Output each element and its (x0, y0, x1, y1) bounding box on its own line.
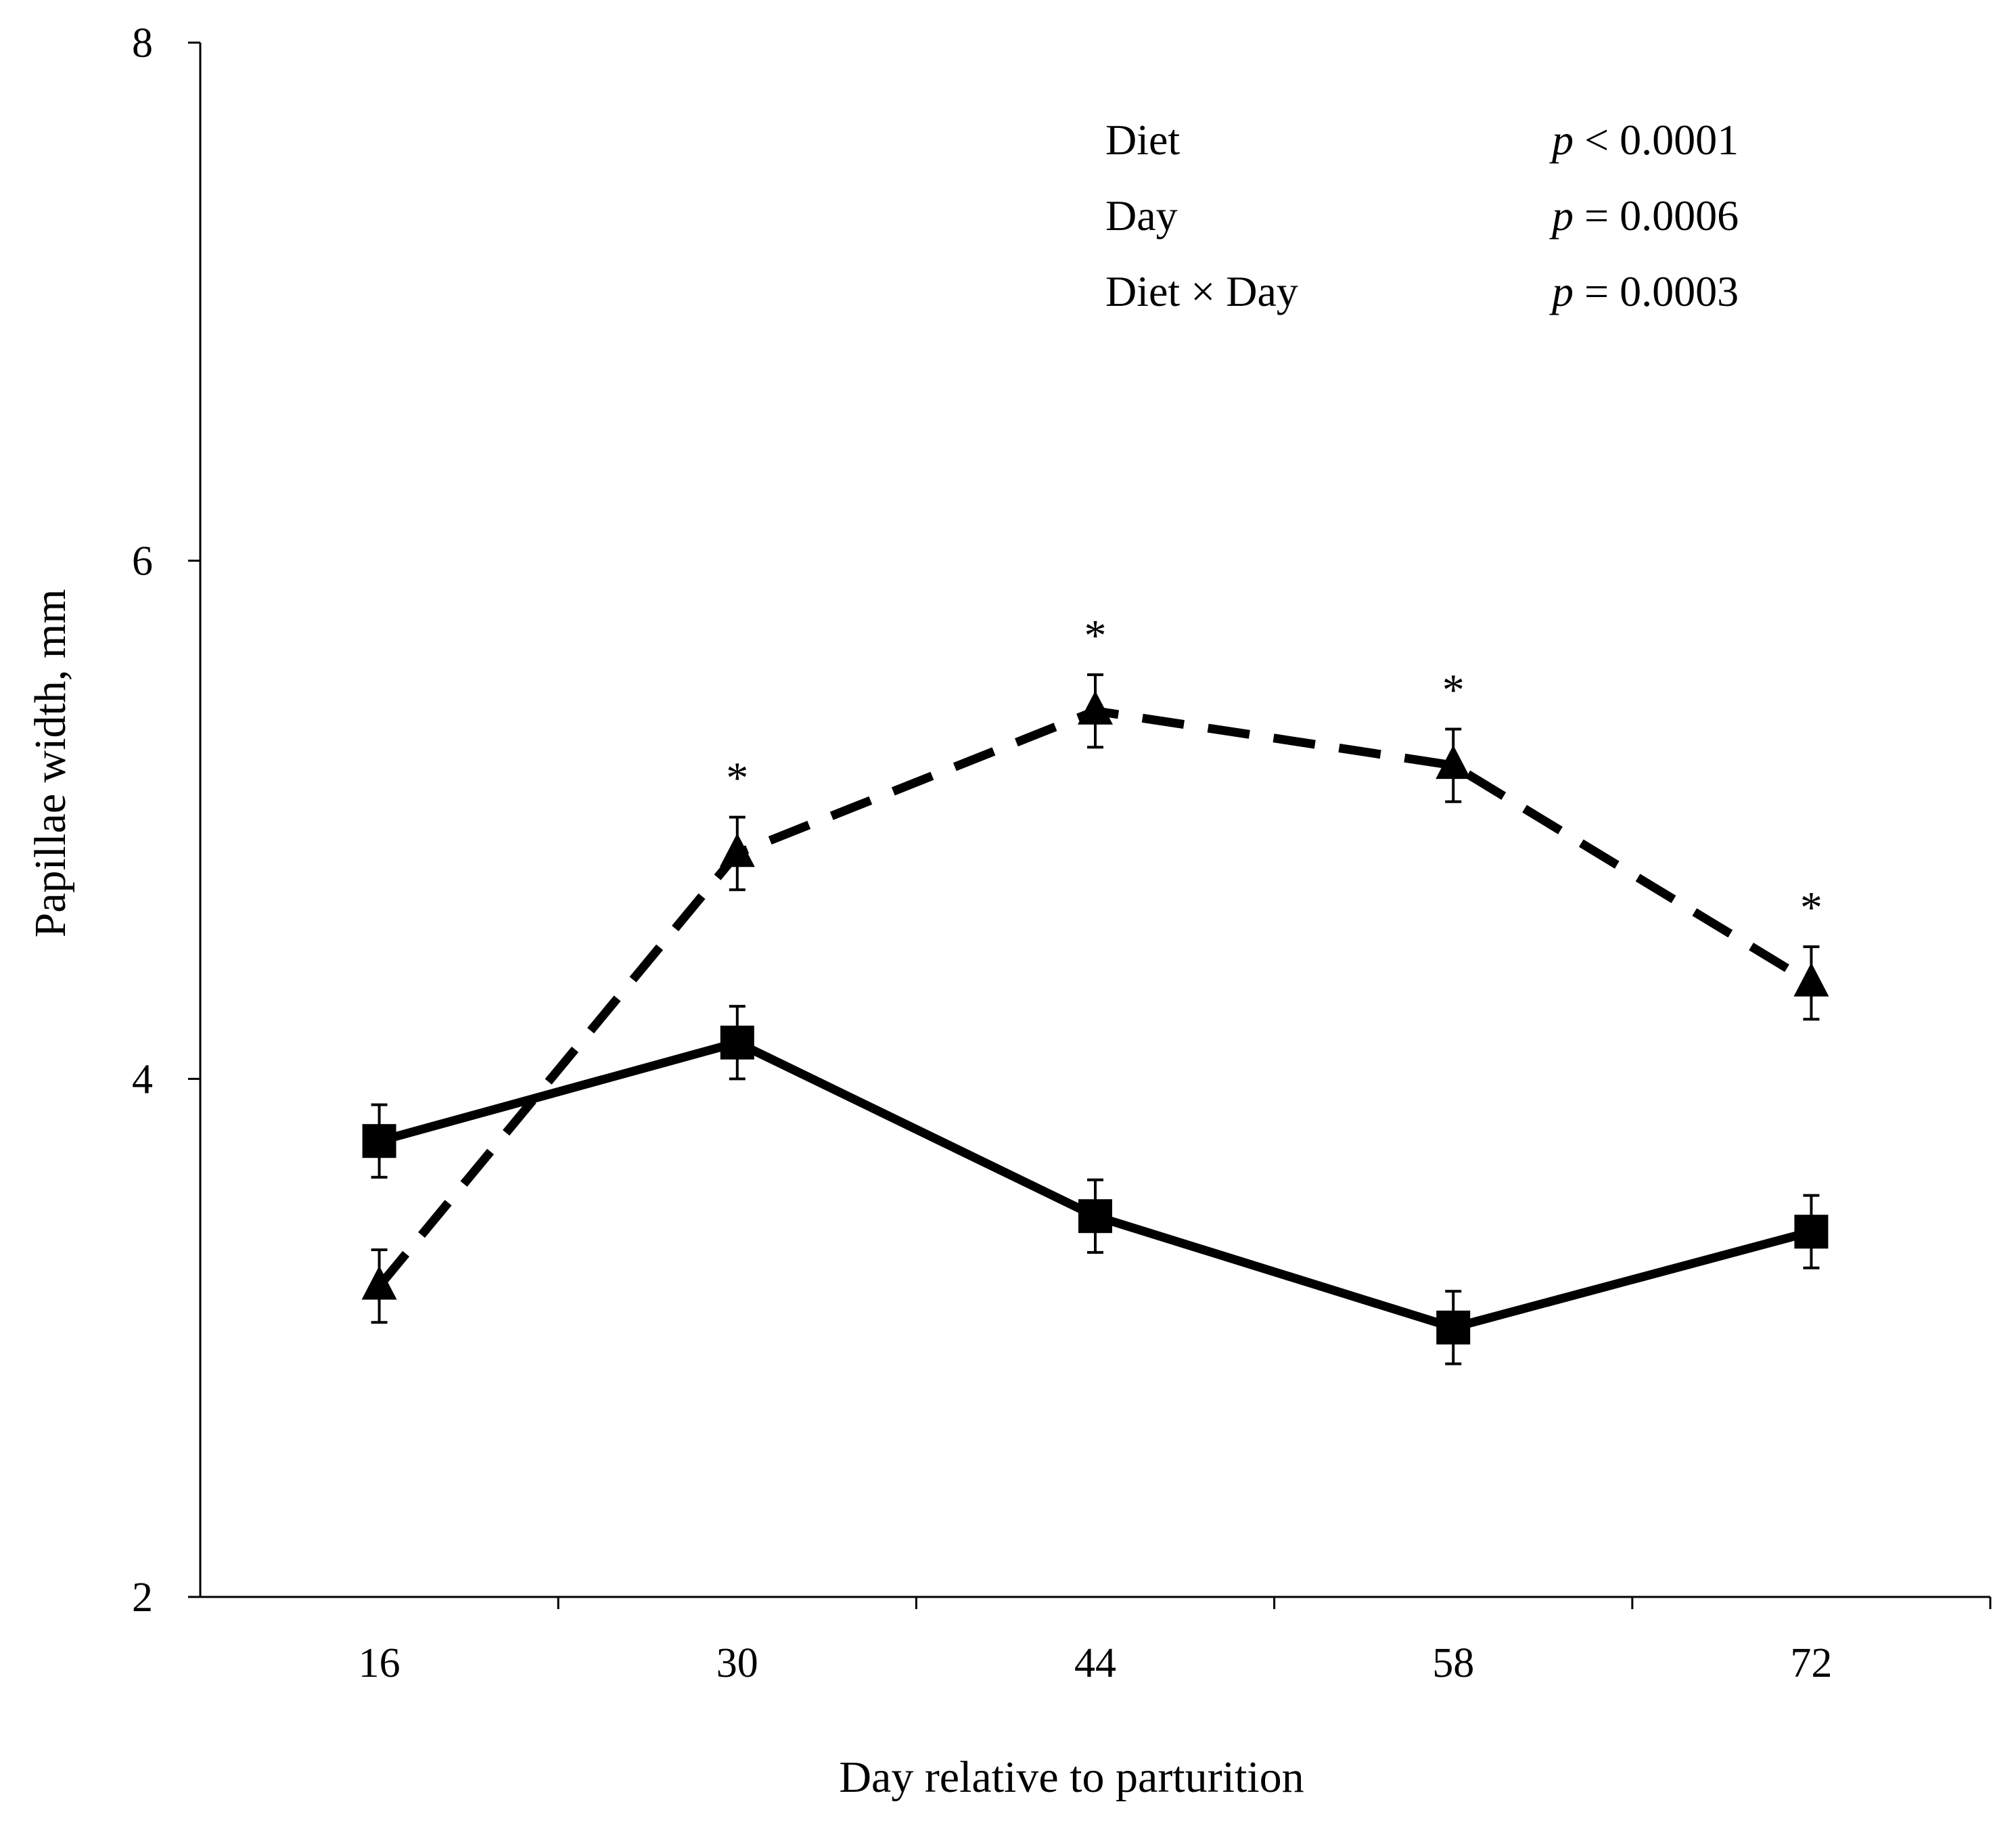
data-point-triangle (1436, 745, 1471, 780)
stat-value: p = 0.0006 (1549, 191, 1739, 240)
p-symbol: p (1549, 191, 1574, 240)
series-layer: * * * * (361, 611, 1829, 1366)
significance-star: * (1084, 611, 1107, 660)
significance-star: * (726, 754, 748, 803)
statistics-annotation: Diet p < 0.0001 Day p = 0.0006 Diet × Day p =… (1105, 116, 1739, 315)
data-point-triangle (361, 1265, 397, 1300)
data-point-square (1794, 1215, 1829, 1249)
data-point-square (720, 1025, 754, 1060)
data-point-triangle (719, 833, 755, 867)
x-tick-label: 16 (359, 1640, 400, 1686)
p-value: < 0.0001 (1574, 116, 1739, 164)
axes: 2 4 6 8 16 30 44 58 72 (132, 20, 1992, 1686)
y-tick-label: 2 (132, 1575, 153, 1621)
series-square (362, 1005, 1829, 1366)
data-point-square (1436, 1310, 1471, 1345)
y-tick-label: 4 (132, 1056, 153, 1102)
y-axis-title: Papillae width, mm (26, 589, 75, 937)
stat-label: Day (1105, 191, 1178, 240)
stat-label: Diet (1105, 116, 1180, 164)
data-point-square (1078, 1199, 1112, 1234)
y-tick-label: 8 (132, 20, 153, 66)
data-point-square (362, 1124, 396, 1158)
y-tick-label: 6 (132, 539, 153, 585)
stat-value: p < 0.0001 (1549, 116, 1739, 164)
p-symbol: p (1549, 116, 1574, 164)
data-point-triangle (1793, 962, 1829, 997)
series-triangle (361, 673, 1829, 1324)
x-axis-title: Day relative to parturition (839, 1753, 1304, 1802)
stat-value: p = 0.0003 (1549, 267, 1739, 315)
data-point-triangle (1078, 690, 1113, 725)
p-value: = 0.0006 (1574, 191, 1739, 240)
x-tick-label: 72 (1790, 1640, 1832, 1686)
significance-star: * (1800, 883, 1823, 932)
significance-star: * (1442, 666, 1465, 715)
x-tick-label: 58 (1432, 1640, 1474, 1686)
x-tick-label: 30 (716, 1640, 758, 1686)
p-symbol: p (1549, 267, 1574, 315)
p-value: = 0.0003 (1574, 267, 1739, 315)
stat-label: Diet × Day (1105, 267, 1298, 315)
x-tick-label: 44 (1074, 1640, 1116, 1686)
